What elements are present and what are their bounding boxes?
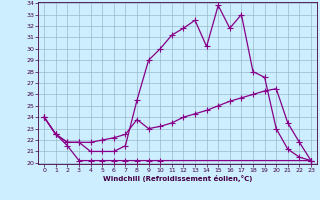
X-axis label: Windchill (Refroidissement éolien,°C): Windchill (Refroidissement éolien,°C) [103, 175, 252, 182]
